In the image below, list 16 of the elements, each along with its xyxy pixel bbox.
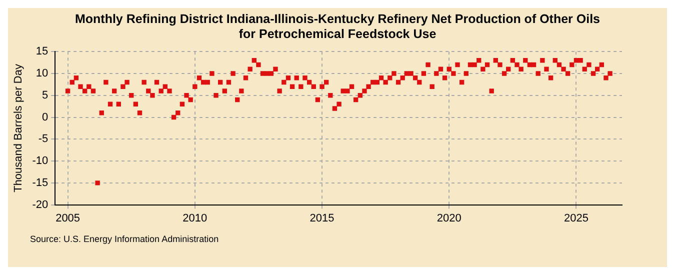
y-tick-label: 0 <box>42 111 48 124</box>
y-tick-label: 5 <box>42 89 48 102</box>
x-tick-label: 2010 <box>182 212 208 224</box>
x-tick-label: 2025 <box>564 212 588 224</box>
y-tick-label: 10 <box>36 68 48 80</box>
x-tick-label: 2020 <box>436 212 462 224</box>
y-tick-label: -15 <box>32 176 48 189</box>
y-tick-label: -10 <box>32 155 48 168</box>
chart-title: Monthly Refining District Indiana-Illinois-Kentucky Refinery Net Production of Other Oils for Petrochemical Feedstock Use <box>74 12 602 42</box>
x-tick-label: 2015 <box>310 212 334 224</box>
y-tick-label: -5 <box>38 133 48 146</box>
y-tick-label: -20 <box>32 198 48 211</box>
y-tick-label: 15 <box>36 46 48 58</box>
source-note: Source: U.S. Energy Information Administration <box>30 234 220 244</box>
y-axis-title: Thousand Barrels per Day <box>12 64 25 192</box>
x-tick-label: 2005 <box>56 212 80 224</box>
